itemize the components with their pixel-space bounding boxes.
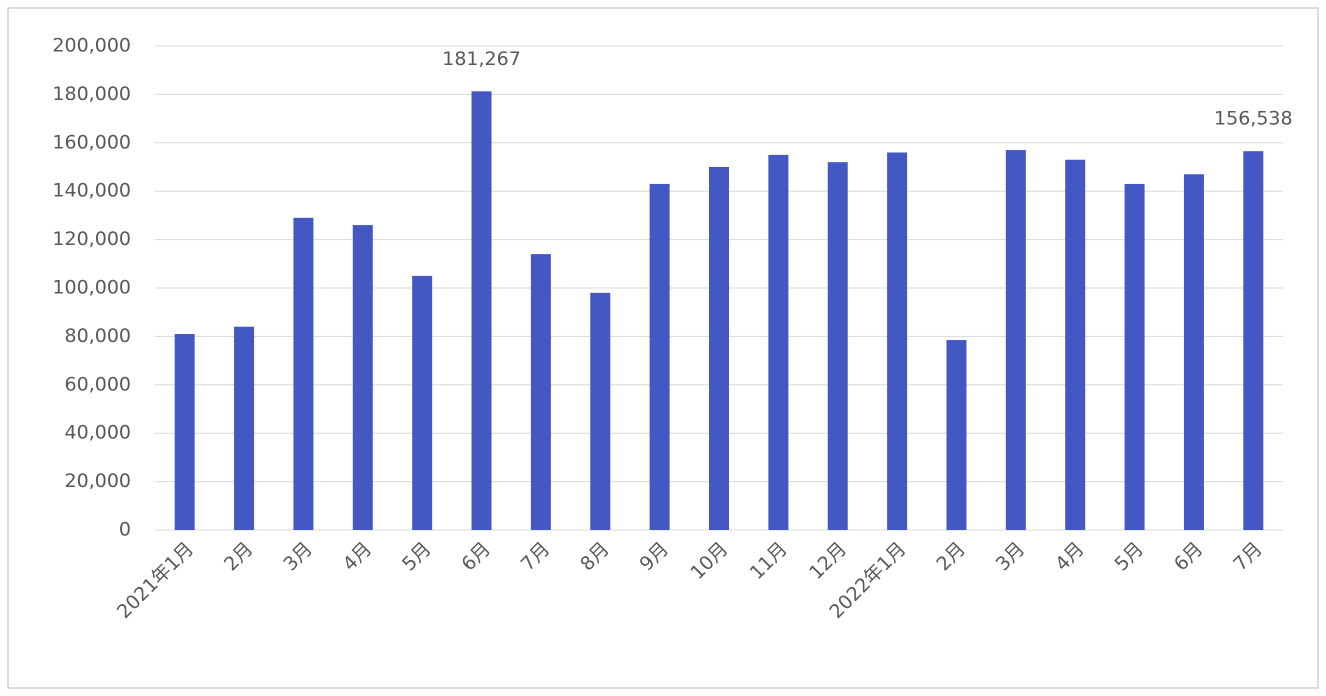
bar	[887, 152, 908, 531]
bar	[174, 333, 195, 530]
bar	[827, 162, 848, 530]
bar	[590, 292, 611, 530]
bar	[530, 254, 551, 530]
bar	[946, 340, 967, 530]
bar	[1243, 151, 1264, 530]
bar	[1005, 150, 1026, 530]
bar	[352, 225, 373, 530]
bar	[234, 326, 255, 530]
bar	[649, 183, 670, 530]
y-tick-label: 60,000	[65, 373, 131, 395]
y-tick-label: 120,000	[52, 228, 131, 250]
y-tick-label: 100,000	[52, 277, 131, 299]
bar	[471, 91, 492, 530]
bar	[1065, 159, 1086, 531]
y-tick-label: 80,000	[65, 325, 131, 347]
y-tick-label: 200,000	[52, 35, 131, 57]
y-tick-label: 180,000	[52, 83, 131, 105]
data-label: 156,538	[1214, 108, 1293, 130]
y-tick-label: 20,000	[65, 470, 131, 492]
bar	[412, 275, 433, 530]
y-tick-label: 140,000	[52, 180, 131, 202]
bar	[709, 167, 729, 530]
bar	[1183, 174, 1204, 530]
bar	[768, 154, 789, 530]
y-tick-label: 0	[119, 519, 131, 541]
y-tick-label: 160,000	[52, 131, 131, 153]
y-tick-label: 40,000	[65, 422, 131, 444]
bar	[1124, 183, 1145, 530]
bar	[293, 217, 314, 530]
data-label: 181,267	[442, 48, 521, 70]
